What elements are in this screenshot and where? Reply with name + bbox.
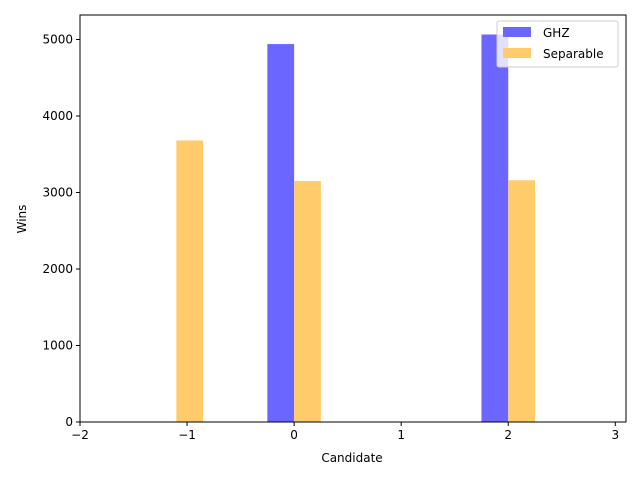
x-tick-label: 3 [611, 428, 619, 442]
x-tick-label: 1 [397, 428, 405, 442]
x-tick-label: 0 [290, 428, 298, 442]
legend-swatch-ghz [503, 27, 531, 37]
y-tick-label: 2000 [42, 262, 73, 276]
y-tick-label: 0 [65, 415, 73, 429]
y-axis-label: Wins [15, 205, 29, 234]
axes-layer: −2 −1 0 1 2 3 0 1000 2000 3000 4000 5000 [42, 14, 627, 442]
bars-layer [176, 34, 535, 423]
bar-ghz-1 [481, 34, 509, 423]
bar-separable-2 [508, 180, 535, 422]
x-tick-label: 2 [504, 428, 512, 442]
bar-separable-1 [294, 181, 321, 422]
legend-swatch-separable [503, 48, 531, 58]
y-tick-label: 3000 [42, 185, 73, 199]
legend: GHZ Separable [496, 20, 619, 68]
y-tick-label: 5000 [42, 32, 73, 46]
bar-ghz-0 [267, 44, 295, 422]
bar-separable-0 [176, 140, 204, 422]
x-tick-label: −1 [178, 428, 196, 442]
x-axis-label: Candidate [321, 451, 382, 465]
x-tick-label: −2 [71, 428, 89, 442]
legend-label-ghz: GHZ [543, 26, 570, 40]
plot-frame [79, 14, 627, 423]
y-tick-label: 4000 [42, 109, 73, 123]
y-tick-label: 1000 [42, 338, 73, 352]
legend-label-separable: Separable [543, 47, 604, 61]
